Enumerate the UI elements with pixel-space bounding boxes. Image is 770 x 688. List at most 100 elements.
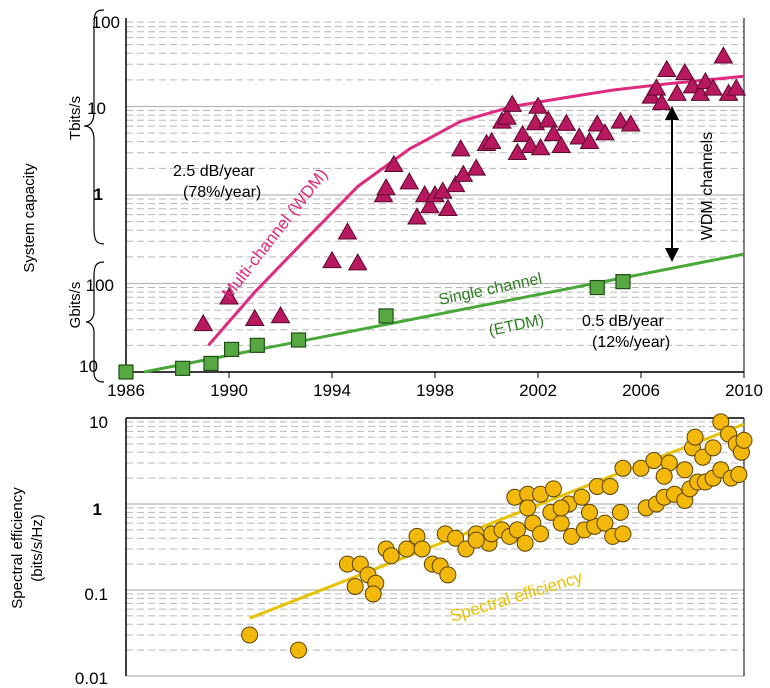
wdm-data-point [579,131,600,149]
wdm-data-point [383,154,404,172]
single-rate-label: 0.5 dB/year [582,313,665,330]
x-tick-label: 2010 [725,381,763,400]
spectral-efficiency-point [601,477,619,495]
wdm-data-point [376,177,396,196]
spectral-efficiency-point [676,461,694,479]
bottom-trend-lines [249,422,745,620]
wdm-data-point [407,207,427,225]
spectral-efficiency-point [532,525,550,543]
wdm-data-point [481,131,502,149]
spectral-efficiency-point [467,531,485,549]
y-tick-label: 0.1 [84,585,108,604]
wdm-data-point [528,96,548,114]
x-tick-label: 1986 [107,381,145,400]
wdm-data-point [347,253,368,271]
wdm-data-point [530,137,551,156]
wdm-data-point [419,196,440,214]
single-curve-label: (ETDM) [487,312,545,340]
spectral-efficiency-point [447,529,465,547]
bottom-data-points [241,413,753,659]
wdm-data-point [497,107,517,125]
x-tick-label: 1994 [313,381,351,400]
y-tick-label: 100 [86,276,114,295]
wdm-data-point [438,198,458,216]
x-tick-label: 1990 [210,381,248,400]
wdm-channels-label: WDM channels [699,132,716,240]
wdm-data-point [445,174,466,193]
wdm-data-point [543,123,564,142]
wdm-data-point [703,78,723,96]
y-tick-label: 1 [94,185,103,204]
single-channel-data-point [118,364,134,380]
wdm-data-point [690,83,711,101]
single-rate-label: (12%/year) [592,334,670,351]
spectral-efficiency-point [552,499,570,517]
spectral-curve-label: Spectral efficiency [448,567,586,626]
spectral-efficiency-point [611,503,629,521]
wdm-data-point [512,124,533,142]
spectral-efficiency-point [241,626,259,644]
spectral-efficiency-point [614,459,632,477]
single-channel-data-point [378,308,394,324]
wdm-data-point [502,94,523,112]
spectral-efficiency-point [346,577,364,595]
spectral-efficiency-point [686,428,704,446]
y-tick-label: 0.01 [75,669,108,688]
spectral-efficiency-point [735,431,753,449]
spectral-efficiency-point [364,585,382,603]
spectral-ylabel-unit: (bits/s/Hz) [29,514,46,582]
spectral-efficiency-point [655,467,673,485]
wdm-data-point [556,113,577,131]
gbits-brace [85,261,105,383]
wdm-data-point [569,127,590,145]
wdm-rate-label: 2.5 dB/year [173,163,256,180]
spectral-efficiency-point [704,439,722,457]
spectral-efficiency-point [516,534,534,552]
x-tick-label: 1998 [416,381,454,400]
single-channel-data-point [589,279,605,296]
single-channel-data-point [203,355,219,372]
top-x-ticks: 1986 1990 1994 1998 2002 2006 2010 [107,372,763,400]
spectral-efficiency-point [508,521,526,539]
wdm-data-point [322,250,342,269]
spectral-efficiency-point [382,547,400,565]
spectral-efficiency-point [290,641,308,659]
y-tick-label: 1 [93,500,102,519]
single-channel-data-point [175,360,191,376]
spectral-efficiency-point [596,514,614,532]
spectral-efficiency-point [614,525,632,543]
wdm-data-point [270,305,291,324]
bottom-grid [126,421,744,677]
single-channel-data-point [615,274,631,290]
tbits-label: Tbits/s [67,96,84,140]
trend-line [207,74,745,347]
spectral-efficiency-point [712,413,730,431]
gbits-label: Gbits/s [67,282,84,329]
spectral-efficiency-point [730,466,748,484]
arrow-head-up-icon [665,106,679,120]
wdm-data-point [656,59,677,78]
tbits-brace [83,9,105,245]
wdm-data-point [587,114,608,132]
wdm-data-point [651,92,672,111]
trend-line [143,252,745,374]
wdm-data-point [450,139,471,157]
wdm-data-point [551,135,572,154]
y-tick-label: 10 [89,413,108,432]
spectral-efficiency-point [581,503,598,521]
arrow-head-down-icon [665,248,679,262]
wdm-rate-label: (78%/year) [183,184,261,201]
spectral-efficiency-point [632,459,650,477]
wdm-data-point [713,46,734,64]
wdm-data-point [538,110,559,128]
wdm-data-point [674,62,695,81]
spectral-efficiency-point [413,540,431,558]
y-tick-label: 100 [92,13,120,32]
spectral-efficiency-point [552,514,570,532]
single-channel-data-point [290,332,307,348]
single-channel-data-point [249,337,265,353]
spectral-efficiency-point [544,480,562,498]
wdm-data-point [193,313,214,332]
wdm-data-point [667,83,687,101]
